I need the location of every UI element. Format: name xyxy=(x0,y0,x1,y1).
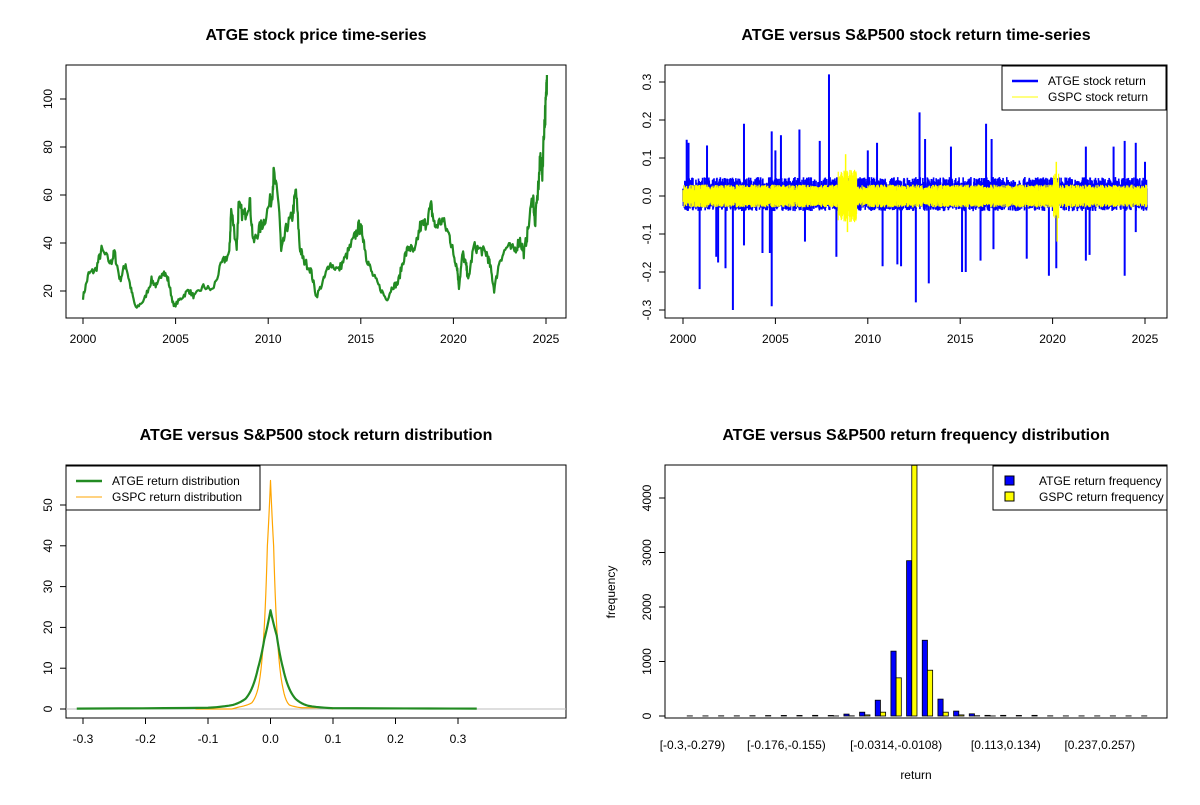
x-tick-label: 2000 xyxy=(70,332,97,346)
atge-frequency-bar xyxy=(938,699,943,716)
y-tick-label: 0.0 xyxy=(640,187,654,204)
atge-frequency-bar xyxy=(828,715,833,716)
atge-frequency-bar xyxy=(1016,715,1021,716)
y-tick-label: 0.2 xyxy=(640,111,654,128)
atge-frequency-bar xyxy=(1032,715,1037,716)
y-tick-label: 20 xyxy=(41,284,55,298)
x-tick-label: 2020 xyxy=(440,332,467,346)
atge-frequency-bar xyxy=(797,715,802,716)
x-tick-label: [-0.0314,-0.0108) xyxy=(850,738,942,752)
x-tick-label: 2000 xyxy=(670,332,697,346)
y-tick-label: 50 xyxy=(41,498,55,512)
atge-frequency-bar xyxy=(891,651,896,716)
x-tick-label: [-0.176,-0.155) xyxy=(747,738,826,752)
atge-frequency-bar xyxy=(922,640,927,716)
chart-title: ATGE versus S&P500 stock return distribu… xyxy=(140,427,493,444)
x-tick-label: 2025 xyxy=(1132,332,1159,346)
y-tick-label: 0.1 xyxy=(640,149,654,166)
y-tick-label: -0.2 xyxy=(640,261,654,282)
x-tick-label: 2005 xyxy=(162,332,189,346)
y-tick-label: 40 xyxy=(41,236,55,250)
x-tick-label: [-0.3,-0.279) xyxy=(660,738,725,752)
x-tick-label: 0.0 xyxy=(262,732,279,746)
gspc-frequency-bar xyxy=(896,678,901,716)
legend-entry: GSPC return frequency xyxy=(1039,490,1164,504)
atge-frequency-bar xyxy=(985,715,990,716)
legend-entry: GSPC return distribution xyxy=(112,490,242,504)
atge-frequency-bar xyxy=(781,715,786,716)
legend-entry: ATGE return frequency xyxy=(1039,474,1162,488)
y-tick-label: 4000 xyxy=(640,484,654,511)
y-tick-label: 80 xyxy=(41,140,55,154)
y-tick-label: 1000 xyxy=(640,648,654,675)
gspc-frequency-bar xyxy=(943,712,948,716)
x-tick-label: 2025 xyxy=(533,332,560,346)
atge-frequency-bar xyxy=(813,715,818,716)
y-tick-label: 0.3 xyxy=(640,73,654,90)
y-tick-label: 40 xyxy=(41,539,55,553)
y-tick-label: 3000 xyxy=(640,539,654,566)
x-tick-label: 2015 xyxy=(347,332,374,346)
legend-entry: ATGE return distribution xyxy=(112,474,240,488)
y-tick-label: -0.1 xyxy=(640,223,654,244)
atge-frequency-bar xyxy=(860,712,865,716)
y-tick-label: 60 xyxy=(41,188,55,202)
y-axis-label: frequency xyxy=(604,566,618,619)
x-tick-label: [0.237,0.257) xyxy=(1064,738,1135,752)
chart-title: ATGE versus S&P500 stock return time-ser… xyxy=(741,27,1090,44)
x-tick-label: 2020 xyxy=(1039,332,1066,346)
y-tick-label: -0.3 xyxy=(640,299,654,320)
x-tick-label: 2005 xyxy=(762,332,789,346)
y-tick-label: 100 xyxy=(41,89,55,109)
legend-swatch xyxy=(1005,492,1014,501)
gspc-frequency-bar xyxy=(912,465,917,716)
x-tick-label: 0.3 xyxy=(450,732,467,746)
y-tick-label: 20 xyxy=(41,620,55,634)
legend-swatch xyxy=(1005,476,1014,485)
x-tick-label: -0.3 xyxy=(73,732,94,746)
y-tick-label: 0 xyxy=(640,712,654,719)
chart-title: ATGE stock price time-series xyxy=(205,27,426,44)
y-tick-label: 30 xyxy=(41,580,55,594)
x-tick-label: 2015 xyxy=(947,332,974,346)
y-tick-label: 0 xyxy=(41,705,55,712)
x-axis-label: return xyxy=(900,768,931,782)
atge-frequency-bar xyxy=(907,561,912,716)
y-tick-label: 10 xyxy=(41,661,55,675)
gspc-frequency-bar xyxy=(865,715,870,716)
gspc-frequency-bar xyxy=(927,670,932,716)
x-tick-label: 0.1 xyxy=(325,732,342,746)
gspc-frequency-bar xyxy=(959,715,964,716)
x-tick-label: -0.2 xyxy=(135,732,156,746)
x-tick-label: 2010 xyxy=(854,332,881,346)
chart-title: ATGE versus S&P500 return frequency dist… xyxy=(722,427,1109,444)
x-tick-label: [0.113,0.134) xyxy=(971,738,1041,752)
atge-frequency-bar xyxy=(969,714,974,716)
atge-frequency-bar xyxy=(844,714,849,716)
y-tick-label: 2000 xyxy=(640,593,654,620)
x-tick-label: 0.2 xyxy=(387,732,404,746)
legend-entry: ATGE stock return xyxy=(1048,74,1146,88)
gspc-density-line xyxy=(196,481,334,709)
atge-frequency-bar xyxy=(1001,715,1006,716)
atge-frequency-bar xyxy=(875,700,880,716)
plot-frame xyxy=(66,65,566,318)
x-tick-label: -0.1 xyxy=(198,732,219,746)
price-series-line xyxy=(83,75,547,308)
x-tick-label: 2010 xyxy=(255,332,282,346)
legend-entry: GSPC stock return xyxy=(1048,90,1148,104)
gspc-frequency-bar xyxy=(880,712,885,716)
atge-frequency-bar xyxy=(954,711,959,716)
